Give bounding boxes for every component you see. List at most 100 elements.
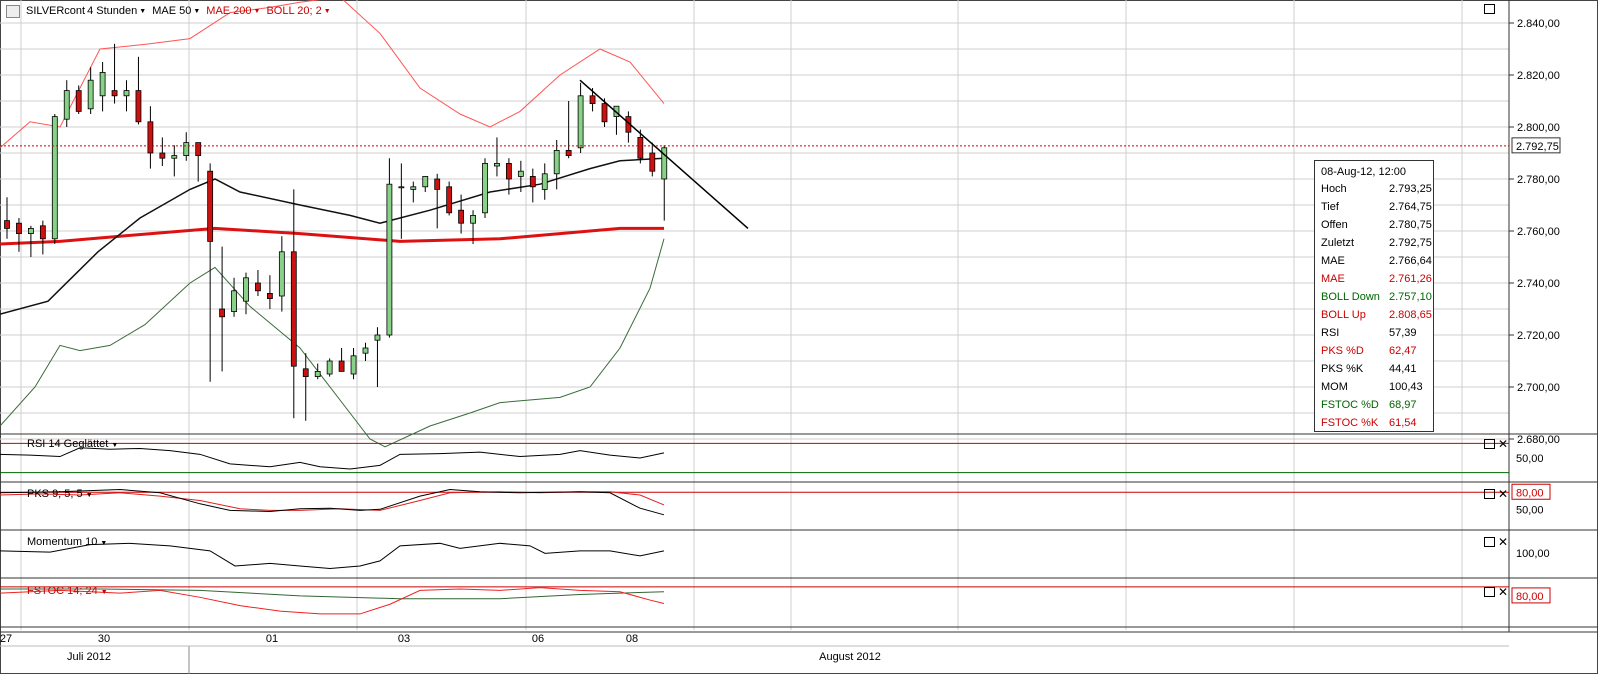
candle-up <box>51 116 58 240</box>
data-window-label: BOLL Up <box>1321 309 1366 321</box>
data-window-row: FSTOC %K 61,54 <box>1321 415 1433 431</box>
price-tick-label: 2.720,00 <box>1517 330 1560 342</box>
rsi-level-label: 50,00 <box>1516 453 1544 465</box>
last-price-box <box>1511 137 1561 154</box>
rsi-panel-title[interactable]: RSI 14 Geglättet ▼ <box>27 438 118 450</box>
data-window-value: 2.792,75 <box>1389 237 1432 249</box>
instrument-selector[interactable]: SILVERcont 4 Stunden ▼ <box>26 5 146 17</box>
rsi-line <box>0 447 665 470</box>
close-momentum-icon[interactable]: ✕ <box>1497 535 1509 549</box>
candle-up <box>314 370 321 377</box>
fstoc-top-label: 80,00 <box>1516 591 1544 603</box>
candle-up <box>517 170 524 177</box>
x-day-label: 06 <box>532 633 544 645</box>
close-fstoc-icon[interactable]: ✕ <box>1497 585 1509 599</box>
x-day-label: 03 <box>398 633 410 645</box>
last-price-label: 2.792,75 <box>1516 141 1559 153</box>
chevron-down-icon: ▼ <box>111 442 119 449</box>
candle-up <box>422 175 429 188</box>
price-tick-label: 2.680,00 <box>1517 434 1560 446</box>
data-window-row: Offen 2.780,75 <box>1321 217 1433 233</box>
data-window-row: Tief 2.764,75 <box>1321 199 1433 215</box>
price-tick-label: 2.760,00 <box>1517 226 1560 238</box>
candle-down <box>135 90 142 123</box>
pks-panel-title[interactable]: PKS 9; 5; 5 ▼ <box>27 488 93 500</box>
candle-down <box>195 142 202 157</box>
data-window-value: 2.780,75 <box>1389 219 1432 231</box>
candle-down <box>290 251 297 367</box>
x-day-label: 08 <box>626 633 638 645</box>
close-pks-icon[interactable]: ✕ <box>1497 487 1509 501</box>
candle-up <box>231 290 237 312</box>
chevron-down-icon: ▼ <box>139 7 147 15</box>
trendline <box>579 79 749 229</box>
candle-up <box>27 227 34 234</box>
momentum-title-text: Momentum 10 <box>27 536 98 548</box>
instrument-icon <box>6 4 20 18</box>
candle-down <box>434 178 441 190</box>
boll-down-line <box>0 238 665 448</box>
fstoc-title-text: FSTOC 14; 24 <box>27 585 98 597</box>
candle-down <box>601 103 608 123</box>
candle-down <box>637 136 644 159</box>
candle-up <box>541 173 548 190</box>
data-window-label: FSTOC %K <box>1321 417 1379 429</box>
maximize-pks-button[interactable] <box>1484 489 1495 499</box>
data-window-value: 57,39 <box>1389 327 1417 339</box>
x-day-label: 27 <box>0 633 12 645</box>
candle-up <box>553 149 560 175</box>
momentum-panel-title[interactable]: Momentum 10 ▼ <box>27 536 107 548</box>
fstoc-d-line <box>0 588 665 600</box>
data-window-row: MAE 2.761,26 <box>1321 271 1433 287</box>
fstoc-panel-title[interactable]: FSTOC 14; 24 ▼ <box>27 585 108 597</box>
data-window-value: 68,97 <box>1389 399 1417 411</box>
data-window-row: Hoch 2.793,25 <box>1321 181 1433 197</box>
data-window-label: FSTOC %D <box>1321 399 1379 411</box>
maximize-main-button[interactable] <box>1484 4 1495 14</box>
pks-level-label: 50,00 <box>1516 505 1544 517</box>
candle-up <box>470 214 476 224</box>
price-tick-label: 2.780,00 <box>1517 174 1560 186</box>
candle-down <box>589 95 596 105</box>
data-window-row: BOLL Down 2.757,10 <box>1321 289 1433 305</box>
close-rsi-icon[interactable]: ✕ <box>1497 437 1509 451</box>
candle-down <box>207 170 214 242</box>
chevron-down-icon: ▼ <box>193 7 201 15</box>
candle-down <box>159 152 166 159</box>
momentum-level-label: 100,00 <box>1516 548 1550 560</box>
candle-down <box>266 292 273 299</box>
data-window-value: 2.793,25 <box>1389 183 1432 195</box>
data-window-value: 100,43 <box>1389 381 1423 393</box>
data-window-label: MAE <box>1321 273 1345 285</box>
indicator-mae200-menu[interactable]: MAE 200 ▼ <box>206 5 260 17</box>
data-window-label: PKS %D <box>1321 345 1364 357</box>
candle-up <box>99 72 106 97</box>
data-window-label: Hoch <box>1321 183 1347 195</box>
x-month-label: August 2012 <box>819 651 881 663</box>
candle-up <box>171 155 178 159</box>
price-tick-label: 2.700,00 <box>1517 382 1560 394</box>
candle-down <box>4 220 10 229</box>
candle-down <box>565 149 572 156</box>
indicator-boll-menu[interactable]: BOLL 20; 2 ▼ <box>266 5 330 17</box>
timeframe-label: 4 Stunden <box>87 5 138 17</box>
data-window-row: PKS %D 62,47 <box>1321 343 1433 359</box>
candle-down <box>458 209 465 224</box>
candle-up <box>350 355 357 375</box>
mae200-line <box>0 226 664 246</box>
data-window-row: RSI 57,39 <box>1321 325 1433 341</box>
indicator-mae50-menu[interactable]: MAE 50 ▼ <box>152 5 200 17</box>
candle-down <box>446 186 453 214</box>
data-window-label: Offen <box>1321 219 1348 231</box>
maximize-fstoc-button[interactable] <box>1484 587 1495 597</box>
data-window-value: 2.757,10 <box>1389 291 1432 303</box>
momentum-line <box>0 542 665 569</box>
candle-up <box>386 183 393 336</box>
pks-title-text: PKS 9; 5; 5 <box>27 488 83 500</box>
data-window-value: 2.766,64 <box>1389 255 1432 267</box>
x-day-label: 30 <box>98 633 110 645</box>
indicator-mae50-label: MAE 50 <box>152 5 192 17</box>
maximize-momentum-button[interactable] <box>1484 537 1495 547</box>
candle-up <box>398 186 405 189</box>
maximize-rsi-button[interactable] <box>1484 439 1495 449</box>
